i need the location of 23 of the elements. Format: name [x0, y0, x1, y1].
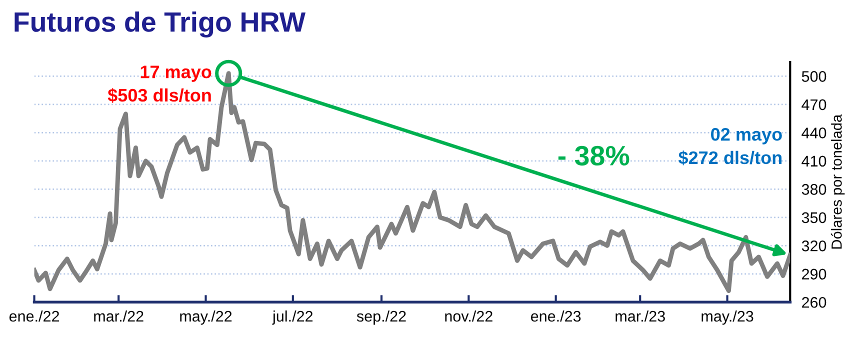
x-tick-label: sep./22	[356, 310, 406, 325]
y-axis-title: Dólares por tonelada	[830, 114, 845, 249]
annotation: - 38%	[558, 146, 630, 166]
y-tick-label: 260	[802, 296, 826, 308]
x-tick-label: mar./23	[616, 310, 665, 322]
y-tick-label: 350	[802, 212, 826, 224]
y-tick-label: 440	[802, 128, 826, 138]
y-tick-label: 320	[802, 240, 826, 252]
y-tick-label: 500	[802, 71, 826, 82]
x-tick-label: may./22	[180, 310, 232, 325]
x-tick-label: may./23	[702, 310, 754, 325]
annotation: 17 mayo $503 dls/ton	[108, 66, 212, 103]
y-tick-label: 470	[802, 99, 826, 110]
x-tick-label: ene./23	[530, 310, 581, 322]
annotation: 02 mayo $272 dls/ton	[678, 128, 782, 166]
y-tick-label: 410	[802, 156, 826, 167]
x-tick-label: mar./22	[94, 310, 144, 322]
x-tick-label: ene./22	[9, 310, 59, 322]
x-tick-label: jul./22	[272, 310, 313, 325]
x-tick-label: nov./22	[445, 310, 492, 322]
y-tick-label: 290	[802, 268, 826, 280]
y-tick-label: 380	[802, 184, 826, 195]
chart-title: Futuros de Trigo HRW	[14, 11, 306, 38]
